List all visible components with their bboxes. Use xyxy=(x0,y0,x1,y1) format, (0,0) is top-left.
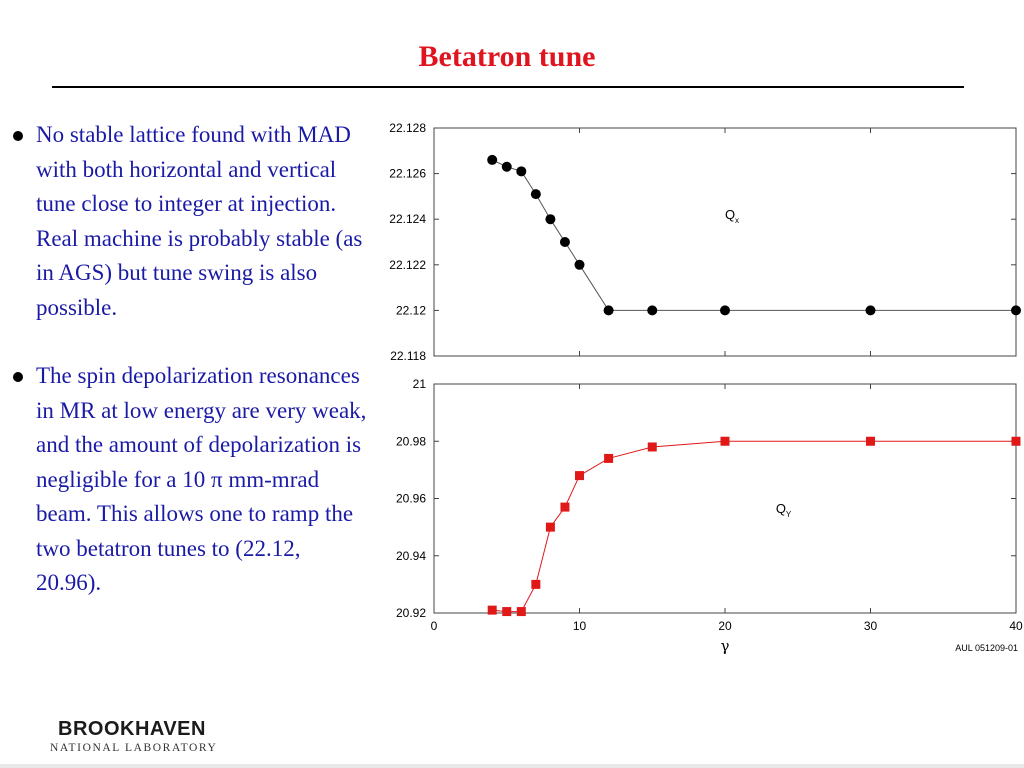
bottom-ytick-label: 20.94 xyxy=(396,549,426,563)
top-data-point xyxy=(487,154,498,165)
top-ytick-label: 22.124 xyxy=(389,212,426,226)
logo-main-text: BROOKHAVEN xyxy=(58,718,206,740)
top-data-point xyxy=(647,305,658,316)
bottom-xtick-label: 40 xyxy=(1009,619,1023,633)
bottom-ytick-label: 20.92 xyxy=(396,606,426,620)
bottom-plot-frame xyxy=(433,383,1017,614)
bullet-text: No stable lattice found with MAD with bo… xyxy=(36,122,363,320)
bottom-ytick-label: 20.98 xyxy=(396,434,426,448)
x-axis-label: γ xyxy=(721,637,730,655)
bottom-series-line xyxy=(492,440,1016,613)
bottom-data-point xyxy=(560,502,570,512)
bullet-dot-icon xyxy=(13,131,23,141)
chart-footnote: AUL 051209-01 xyxy=(955,643,1018,653)
top-ytick-label: 22.122 xyxy=(389,258,426,272)
top-ytick-label: 22.128 xyxy=(389,121,426,135)
bottom-data-point xyxy=(866,436,875,446)
bottom-ytick-label: 21 xyxy=(413,377,427,391)
bullet-item: The spin depolarization resonances in MR… xyxy=(10,359,368,601)
bottom-data-point xyxy=(647,442,657,452)
top-data-point xyxy=(1011,305,1021,316)
bottom-xtick-label: 30 xyxy=(864,619,878,633)
top-series-annotation-sub: x xyxy=(735,216,739,225)
tune-chart: 22.118 22.12 22.122 22.124 22.126 22.128 Q x 20.… xyxy=(389,121,1023,655)
logo-sub-text: NATIONAL LABORATORY xyxy=(50,742,218,754)
top-data-point xyxy=(720,305,730,316)
footer-strip xyxy=(0,764,1024,768)
bottom-data-point xyxy=(502,607,512,617)
bottom-data-point xyxy=(604,453,614,463)
top-data-point xyxy=(516,166,527,177)
top-data-point xyxy=(574,259,585,270)
bottom-data-point xyxy=(720,436,730,446)
top-plot-frame xyxy=(433,127,1017,357)
bullet-dot-icon xyxy=(13,372,23,382)
bottom-xtick-label: 20 xyxy=(718,619,732,633)
slide-title: Betatron tune xyxy=(418,40,596,73)
top-ytick-label: 22.12 xyxy=(396,303,426,317)
bottom-series-annotation: Q xyxy=(776,501,786,516)
title-divider xyxy=(52,86,964,88)
top-series-annotation: Q xyxy=(725,207,735,222)
top-data-point xyxy=(501,161,512,172)
bottom-data-point xyxy=(545,522,555,532)
top-ytick-label: 22.126 xyxy=(389,167,426,181)
top-series-line xyxy=(491,159,1016,311)
bottom-data-point xyxy=(531,579,541,589)
bullet-list: No stable lattice found with MAD with bo… xyxy=(10,118,368,601)
bottom-data-point xyxy=(516,607,526,617)
bottom-data-point xyxy=(487,605,497,615)
bottom-data-point xyxy=(575,471,584,481)
bullet-item: No stable lattice found with MAD with bo… xyxy=(10,118,368,325)
top-ytick-label: 22.118 xyxy=(390,349,426,363)
bullet-text: The spin depolarization resonances in MR… xyxy=(36,363,367,595)
bottom-ytick-label: 20.96 xyxy=(396,492,426,506)
top-data-point xyxy=(603,305,614,316)
top-data-point xyxy=(530,189,541,200)
top-data-point xyxy=(545,214,556,225)
top-data-point xyxy=(865,305,876,316)
bottom-xtick-label: 10 xyxy=(573,619,587,633)
brookhaven-logo: BROOKHAVEN NATIONAL LABORATORY xyxy=(50,716,240,764)
bottom-data-point xyxy=(1011,436,1021,446)
bottom-xtick-label: 0 xyxy=(431,619,438,633)
bottom-series-annotation-sub: Y xyxy=(786,510,792,519)
top-data-point xyxy=(559,237,570,247)
